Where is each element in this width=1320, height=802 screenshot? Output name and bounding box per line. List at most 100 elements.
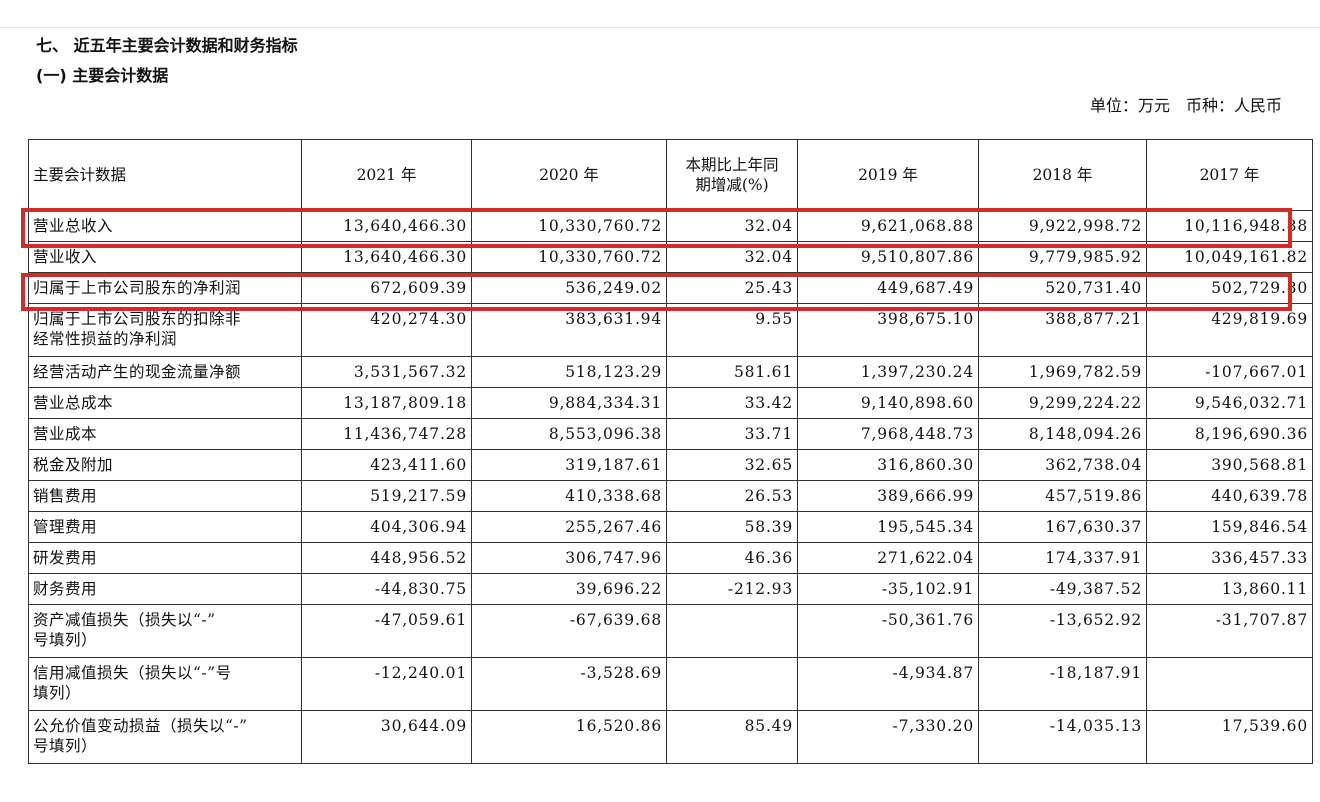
cell-2020: 518,123.29 [471, 356, 667, 388]
cell-2021: -44,830.75 [301, 573, 472, 605]
section-title: 七、 近五年主要会计数据和财务指标 [36, 36, 298, 55]
cell-2021: 404,306.94 [301, 511, 472, 543]
cell-2021: 448,956.52 [301, 542, 472, 574]
cell-change: 33.71 [666, 418, 798, 450]
cell-2019: 7,968,448.73 [797, 418, 979, 450]
row-label-line1: 信用减值损失（损失以“-”号 [33, 664, 232, 682]
row-label: 营业总收入 [28, 210, 302, 242]
header-2020: 2020 年 [471, 139, 667, 211]
row-label: 信用减值损失（损失以“-”号 填列） [28, 657, 302, 711]
table-row: 销售费用 519,217.59 410,338.68 26.53 389,666… [28, 480, 1313, 512]
cell-2020: 536,249.02 [471, 272, 667, 304]
cell-2017: 159,846.54 [1146, 511, 1313, 543]
cell-2018: 9,922,998.72 [978, 210, 1147, 242]
row-label-line2: 号填列） [33, 737, 98, 755]
row-label-line1: 公允价值变动损益（损失以“-” [33, 717, 248, 735]
row-label: 财务费用 [28, 573, 302, 605]
cell-change [666, 604, 798, 658]
cell-2020: 10,330,760.72 [471, 241, 667, 273]
table-row: 管理费用 404,306.94 255,267.46 58.39 195,545… [28, 511, 1313, 543]
row-label: 营业收入 [28, 241, 302, 273]
cell-2018: 388,877.21 [978, 303, 1147, 357]
cell-2020: 306,747.96 [471, 542, 667, 574]
cell-2020: -3,528.69 [471, 657, 667, 711]
cell-2018: 174,337.91 [978, 542, 1147, 574]
header-change: 本期比上年同 期增减(%) [666, 139, 798, 211]
cell-2021: 13,187,809.18 [301, 387, 472, 419]
row-label: 营业总成本 [28, 387, 302, 419]
cell-change: 581.61 [666, 356, 798, 388]
cell-change [666, 657, 798, 711]
cell-2017: 8,196,690.36 [1146, 418, 1313, 450]
header-2017: 2017 年 [1146, 139, 1313, 211]
cell-2018: -13,652.92 [978, 604, 1147, 658]
cell-2020: 255,267.46 [471, 511, 667, 543]
cell-2021: -12,240.01 [301, 657, 472, 711]
accounting-data-table: 主要会计数据 2021 年 2020 年 本期比上年同 期增减(%) 2019 年… [28, 139, 1313, 764]
row-label: 归属于上市公司股东的扣除非 经常性损益的净利润 [28, 303, 302, 357]
row-label-line2: 填列） [33, 684, 82, 702]
cell-2020: 39,696.22 [471, 573, 667, 605]
cell-2017: 13,860.11 [1146, 573, 1313, 605]
cell-change: 32.04 [666, 210, 798, 242]
cell-2020: 9,884,334.31 [471, 387, 667, 419]
cell-2017: 10,049,161.82 [1146, 241, 1313, 273]
row-label: 管理费用 [28, 511, 302, 543]
cell-2018: -14,035.13 [978, 710, 1147, 764]
header-change-line2: 期增减(%) [695, 176, 769, 194]
row-label: 归属于上市公司股东的净利润 [28, 272, 302, 304]
cell-change: 9.55 [666, 303, 798, 357]
row-label: 资产减值损失（损失以“-” 号填列） [28, 604, 302, 658]
cell-2020: 410,338.68 [471, 480, 667, 512]
cell-2018: 9,779,985.92 [978, 241, 1147, 273]
unit-line: 单位：万元 币种：人民币 [1090, 92, 1282, 116]
table-row: 经营活动产生的现金流量净额 3,531,567.32 518,123.29 58… [28, 356, 1313, 388]
cell-2017: 10,116,948.88 [1146, 210, 1313, 242]
cell-2019: 398,675.10 [797, 303, 979, 357]
cell-2019: 9,140,898.60 [797, 387, 979, 419]
row-label: 研发费用 [28, 542, 302, 574]
cell-2021: 13,640,466.30 [301, 210, 472, 242]
cell-2018: 8,148,094.26 [978, 418, 1147, 450]
cell-change: 25.43 [666, 272, 798, 304]
cell-change: 32.04 [666, 241, 798, 273]
table-row: 公允价值变动损益（损失以“-” 号填列） 30,644.09 16,520.86 … [28, 710, 1313, 764]
table-row: 营业成本 11,436,747.28 8,553,096.38 33.71 7,… [28, 418, 1313, 450]
table-row: 财务费用 -44,830.75 39,696.22 -212.93 -35,10… [28, 573, 1313, 605]
cell-2019: -7,330.20 [797, 710, 979, 764]
cell-2019: 1,397,230.24 [797, 356, 979, 388]
cell-2019: 316,860.30 [797, 449, 979, 481]
cell-2021: 672,609.39 [301, 272, 472, 304]
cell-2019: 9,510,807.86 [797, 241, 979, 273]
cell-2021: 30,644.09 [301, 710, 472, 764]
header-item: 主要会计数据 [28, 139, 302, 211]
cell-2017: -107,667.01 [1146, 356, 1313, 388]
cell-2017 [1146, 657, 1313, 711]
cell-2019: -4,934.87 [797, 657, 979, 711]
cell-2021: 519,217.59 [301, 480, 472, 512]
row-label-line1: 资产减值损失（损失以“-” [33, 611, 216, 629]
table-row: 营业收入 13,640,466.30 10,330,760.72 32.04 9… [28, 241, 1313, 273]
table-header-row: 主要会计数据 2021 年 2020 年 本期比上年同 期增减(%) 2019 年… [28, 139, 1313, 211]
sub-title: (一) 主要会计数据 [36, 66, 169, 85]
cell-2017: 429,819.69 [1146, 303, 1313, 357]
cell-2018: 9,299,224.22 [978, 387, 1147, 419]
cell-change: 46.36 [666, 542, 798, 574]
cell-change: 58.39 [666, 511, 798, 543]
cell-change: 26.53 [666, 480, 798, 512]
cell-2021: 11,436,747.28 [301, 418, 472, 450]
cell-2020: 16,520.86 [471, 710, 667, 764]
row-label-line1: 归属于上市公司股东的扣除非 [33, 310, 242, 328]
table-row: 信用减值损失（损失以“-”号 填列） -12,240.01 -3,528.69 -… [28, 657, 1313, 711]
row-label: 公允价值变动损益（损失以“-” 号填列） [28, 710, 302, 764]
cell-2020: 319,187.61 [471, 449, 667, 481]
row-label: 销售费用 [28, 480, 302, 512]
table-row: 归属于上市公司股东的扣除非 经常性损益的净利润 420,274.30 383,63… [28, 303, 1313, 357]
cell-2019: -50,361.76 [797, 604, 979, 658]
header-2019: 2019 年 [797, 139, 979, 211]
row-label-line2: 号填列） [33, 631, 98, 649]
table-row: 研发费用 448,956.52 306,747.96 46.36 271,622… [28, 542, 1313, 574]
cell-2019: 271,622.04 [797, 542, 979, 574]
cell-2021: 3,531,567.32 [301, 356, 472, 388]
cell-2019: 9,621,068.88 [797, 210, 979, 242]
